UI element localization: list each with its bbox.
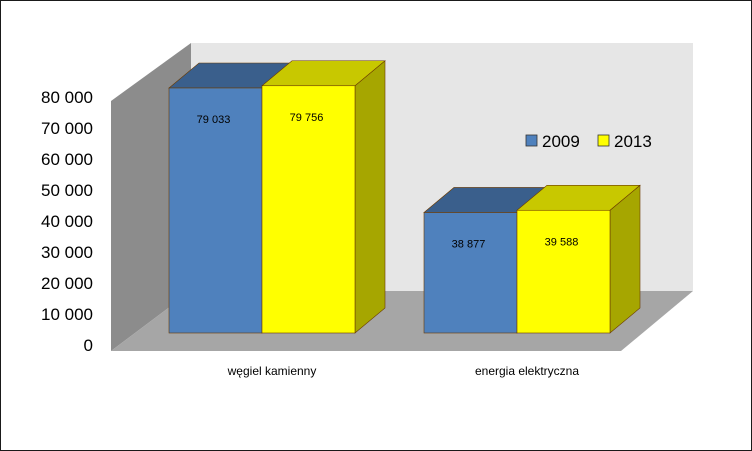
bar-2013-1: 39 588 bbox=[516, 184, 641, 334]
legend-swatch-2009 bbox=[525, 134, 538, 147]
y-axis-ticks: 0 10 000 20 000 30 000 40 000 50 000 60 000 70 … bbox=[41, 88, 93, 355]
y-tick-label: 30 000 bbox=[41, 243, 93, 262]
bar-front bbox=[261, 85, 356, 334]
y-tick-label: 60 000 bbox=[41, 150, 93, 169]
y-tick-label: 80 000 bbox=[41, 88, 93, 107]
y-tick-label: 20 000 bbox=[41, 274, 93, 293]
bar-front bbox=[423, 212, 518, 334]
legend-label-2013: 2013 bbox=[614, 132, 652, 151]
data-label: 79 033 bbox=[197, 114, 231, 126]
bar-front bbox=[516, 209, 611, 334]
x-category-label: węgiel kamienny bbox=[227, 364, 317, 378]
legend-swatch-2013 bbox=[597, 134, 610, 147]
x-category-label: energia elektryczna bbox=[475, 364, 579, 378]
legend-label-2009: 2009 bbox=[542, 132, 580, 151]
bar-side bbox=[609, 184, 641, 334]
y-tick-label: 40 000 bbox=[41, 212, 93, 231]
bar-side bbox=[354, 60, 386, 334]
data-label: 39 588 bbox=[545, 236, 579, 248]
bar-2013-0: 79 756 bbox=[261, 60, 386, 334]
y-tick-label: 0 bbox=[84, 336, 93, 355]
x-axis-categories: węgiel kamienny energia elektryczna bbox=[227, 364, 580, 378]
data-label: 38 877 bbox=[452, 238, 486, 250]
data-label: 79 756 bbox=[290, 112, 324, 124]
legend: 2009 2013 bbox=[525, 132, 652, 151]
y-tick-label: 50 000 bbox=[41, 181, 93, 200]
bars: 79 033 79 756 38 877 39 588 bbox=[168, 60, 641, 334]
y-tick-label: 70 000 bbox=[41, 119, 93, 138]
y-tick-label: 10 000 bbox=[41, 305, 93, 324]
